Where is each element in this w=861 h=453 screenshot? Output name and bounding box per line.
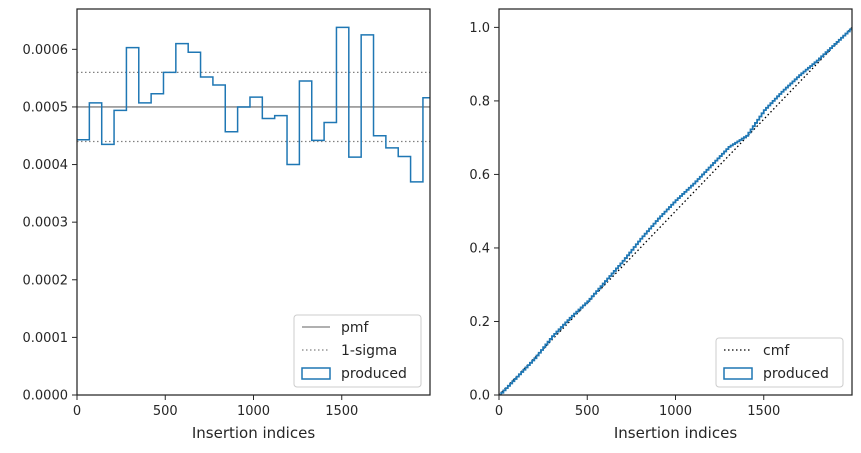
produced-cumulative-point	[781, 91, 783, 93]
produced-cumulative-point	[692, 183, 694, 185]
produced-cumulative-point	[816, 60, 818, 62]
legend-label-produced: produced	[763, 366, 829, 382]
right-x-axis-label: Insertion indices	[614, 424, 737, 442]
right-axes-frame	[498, 8, 853, 396]
right-legend-box	[715, 337, 844, 388]
left-legend: pmf 1-sigma produced	[293, 314, 422, 388]
left-x-tick-label: 1500	[325, 404, 358, 419]
left-x-tick-label: 500	[153, 404, 178, 419]
legend-produced-swatch	[301, 367, 331, 380]
left-y-tick-label: 0.0002	[23, 273, 69, 288]
produced-cumulative-point	[710, 164, 712, 166]
produced-cumulative-point	[639, 238, 641, 240]
produced-cumulative-point	[604, 280, 606, 282]
right-x-tick-label: 1500	[747, 404, 780, 419]
right-y-tick-label: 0.8	[469, 94, 490, 109]
right-y-tick-label: 1.0	[469, 21, 490, 36]
left-y-tick-label: 0.0000	[23, 389, 69, 404]
left-legend-box	[293, 314, 422, 388]
cmf-line	[499, 26, 852, 395]
legend-label-cmf: cmf	[763, 343, 790, 359]
produced-cumulative-point	[534, 357, 536, 359]
legend-label-pmf: pmf	[341, 320, 370, 336]
produced-cumulative-point	[798, 74, 800, 76]
left-x-tick-label: 0	[73, 404, 81, 419]
produced-cumulative-point	[657, 218, 659, 220]
legend-label-produced: produced	[341, 366, 407, 382]
left-y-tick-label: 0.0003	[23, 216, 69, 231]
left-y-tick-label: 0.0005	[23, 100, 69, 115]
right-x-tick-label: 0	[495, 404, 503, 419]
legend-produced-swatch	[723, 367, 753, 380]
right-y-tick-label: 0.6	[469, 168, 490, 183]
right-plot-area	[499, 26, 852, 395]
left-plot-area	[77, 26, 430, 183]
produced-histogram-step	[77, 26, 430, 183]
produced-cumulative-line	[499, 27, 852, 395]
produced-cumulative-point	[622, 260, 624, 262]
right-x-tick-label: 500	[575, 404, 600, 419]
left-x-axis-label: Insertion indices	[192, 424, 315, 442]
right-y-tick-label: 0.4	[469, 241, 490, 256]
right-y-tick-label: 0.2	[469, 315, 490, 330]
right-legend: cmf produced	[715, 337, 844, 388]
left-axes-frame	[76, 8, 431, 396]
chart-left-histogram: 0 500 1000 1500 0.0000 0.0001 0.0002 0.0003 0.00…	[23, 8, 431, 442]
chart-right-cumulative: 0 500 1000 1500 0.0 0.2 0.4 0.6 0.8 1.0 Insertion …	[469, 8, 853, 442]
left-x-tick-label: 1000	[237, 404, 270, 419]
produced-cumulative-point	[763, 109, 765, 111]
produced-cumulative-point	[586, 300, 588, 302]
produced-cumulative-point	[728, 146, 730, 148]
produced-cumulative-point	[745, 135, 747, 137]
produced-cumulative-point	[675, 199, 677, 201]
right-y-tick-label: 0.0	[469, 389, 490, 404]
legend-label-1-sigma: 1-sigma	[341, 343, 397, 359]
produced-cumulative-point	[569, 317, 571, 319]
right-x-tick-label: 1000	[659, 404, 692, 419]
produced-cumulative-point	[516, 376, 518, 378]
produced-cumulative-point	[834, 43, 836, 45]
left-y-tick-label: 0.0001	[23, 331, 69, 346]
left-y-tick-label: 0.0004	[23, 158, 69, 173]
left-y-tick-label: 0.0006	[23, 43, 69, 58]
produced-cumulative-point	[551, 335, 553, 337]
